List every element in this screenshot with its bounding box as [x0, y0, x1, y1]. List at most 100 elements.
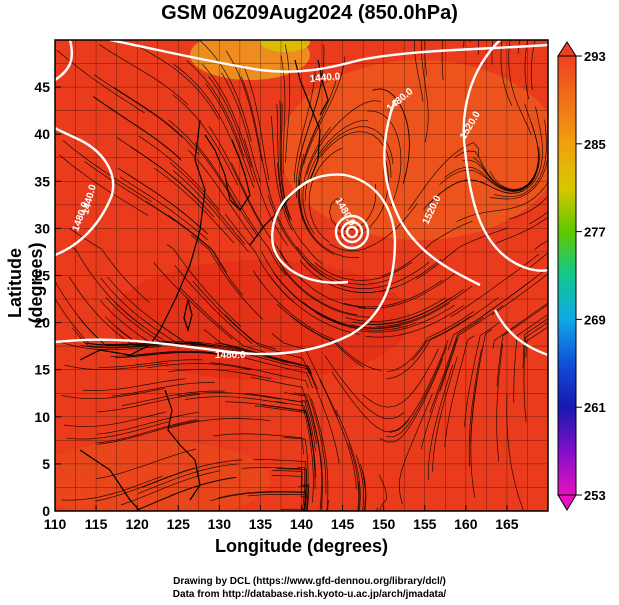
streamline: [408, 142, 480, 211]
streamline: [386, 346, 447, 438]
streamline: [522, 318, 548, 369]
streamline: [415, 227, 509, 280]
streamline: [167, 418, 271, 429]
streamline: [343, 279, 443, 308]
streamline: [501, 103, 539, 191]
streamline: [317, 126, 394, 164]
streamline: [95, 419, 197, 444]
streamline: [421, 40, 429, 143]
streamline: [450, 254, 539, 318]
streamline: [297, 466, 306, 511]
credit-drawing: Drawing by DCL (https://www.gfd-dennou.o…: [173, 576, 446, 587]
contour-1520-ring: [493, 309, 548, 357]
streamline: [429, 317, 484, 413]
streamline: [119, 352, 223, 359]
streamline: [470, 379, 478, 498]
streamline: [361, 348, 439, 408]
y-tick-label: 5: [42, 456, 50, 472]
streamline: [219, 352, 314, 389]
streamline: [225, 401, 312, 436]
streamline: [84, 161, 175, 222]
streamline: [355, 304, 455, 333]
streamline: [281, 267, 373, 318]
streamline: [293, 365, 340, 464]
streamline: [224, 314, 310, 374]
streamline: [66, 421, 170, 440]
colorbar-scale: [557, 55, 577, 496]
streamline: [357, 481, 360, 511]
colorbar-tick-label: 269: [584, 312, 606, 327]
streamline: [386, 315, 472, 380]
streamline: [495, 216, 548, 244]
streamline: [203, 328, 302, 365]
streamline: [277, 162, 324, 265]
streamline: [69, 245, 144, 327]
colorbar-top-arrow: [557, 41, 577, 57]
streamline: [324, 355, 405, 420]
streamline: [378, 474, 388, 511]
streamline: [310, 398, 329, 511]
streamline: [111, 382, 215, 397]
streamline: [110, 350, 214, 357]
streamline: [362, 470, 367, 511]
streamline: [272, 470, 309, 511]
streamline: [513, 314, 548, 404]
streamline: [267, 195, 335, 283]
streamline: [224, 179, 287, 276]
streamline: [420, 337, 458, 449]
contour-label-1440: 1440.0: [309, 71, 341, 85]
streamline: [173, 170, 249, 253]
streamline: [331, 262, 430, 289]
field-cold-spot: [260, 40, 310, 52]
field-south-region: [55, 440, 270, 511]
streamline: [335, 409, 361, 511]
coastlines: [79, 59, 329, 511]
colorbar-tick-label: 293: [584, 49, 606, 64]
streamline: [506, 393, 524, 511]
streamline: [179, 287, 266, 353]
coast-korea: [204, 134, 251, 211]
streamline: [299, 259, 396, 293]
streamline: [120, 470, 220, 506]
streamline: [273, 252, 358, 316]
streamline: [523, 321, 548, 422]
colorbar-tick-label: 253: [584, 488, 606, 503]
streamline: [297, 153, 335, 255]
streamline: [247, 494, 307, 511]
y-tick-label: 0: [42, 503, 50, 519]
streamline: [230, 162, 287, 263]
credit-data: Data from http://database.rish.kyoto-u.a…: [172, 589, 447, 600]
streamline: [299, 179, 359, 259]
streamline: [293, 392, 327, 495]
streamline: [492, 302, 548, 349]
streamline: [331, 371, 410, 433]
streamline: [284, 44, 291, 163]
streamline: [365, 305, 465, 338]
contour-northwest: [55, 40, 74, 81]
streamline: [92, 95, 181, 160]
y-tick-label: 35: [34, 173, 50, 189]
contour-west: [55, 126, 115, 257]
streamline: [137, 476, 237, 510]
streamline: [424, 40, 428, 76]
streamline: [94, 74, 183, 138]
streamline: [107, 276, 193, 343]
streamline: [439, 304, 504, 391]
colorbar: 293 285 277 269 261 253: [557, 41, 606, 511]
x-tick-label: 125: [167, 516, 191, 532]
streamline: [315, 312, 416, 331]
streamline: [205, 83, 255, 188]
streamline: [491, 273, 548, 316]
streamline: [208, 126, 264, 228]
streamline: [114, 87, 200, 155]
streamline: [496, 343, 504, 462]
streamline: [279, 250, 366, 308]
streamline: [296, 246, 390, 285]
contour-1520-east: [462, 40, 548, 272]
streamline: [221, 72, 261, 183]
streamline: [447, 281, 530, 351]
streamline: [261, 251, 342, 324]
streamline: [373, 88, 410, 185]
streamline: [501, 106, 543, 194]
streamline: [306, 100, 381, 175]
